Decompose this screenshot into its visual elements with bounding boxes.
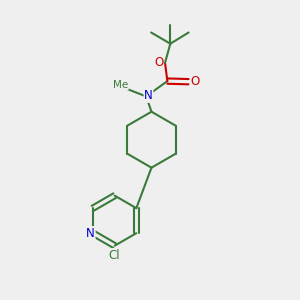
Text: Me: Me bbox=[113, 80, 128, 90]
Text: N: N bbox=[86, 227, 95, 240]
Text: O: O bbox=[190, 75, 200, 88]
Text: O: O bbox=[154, 56, 163, 69]
Text: Cl: Cl bbox=[109, 249, 121, 262]
Text: N: N bbox=[144, 89, 153, 102]
